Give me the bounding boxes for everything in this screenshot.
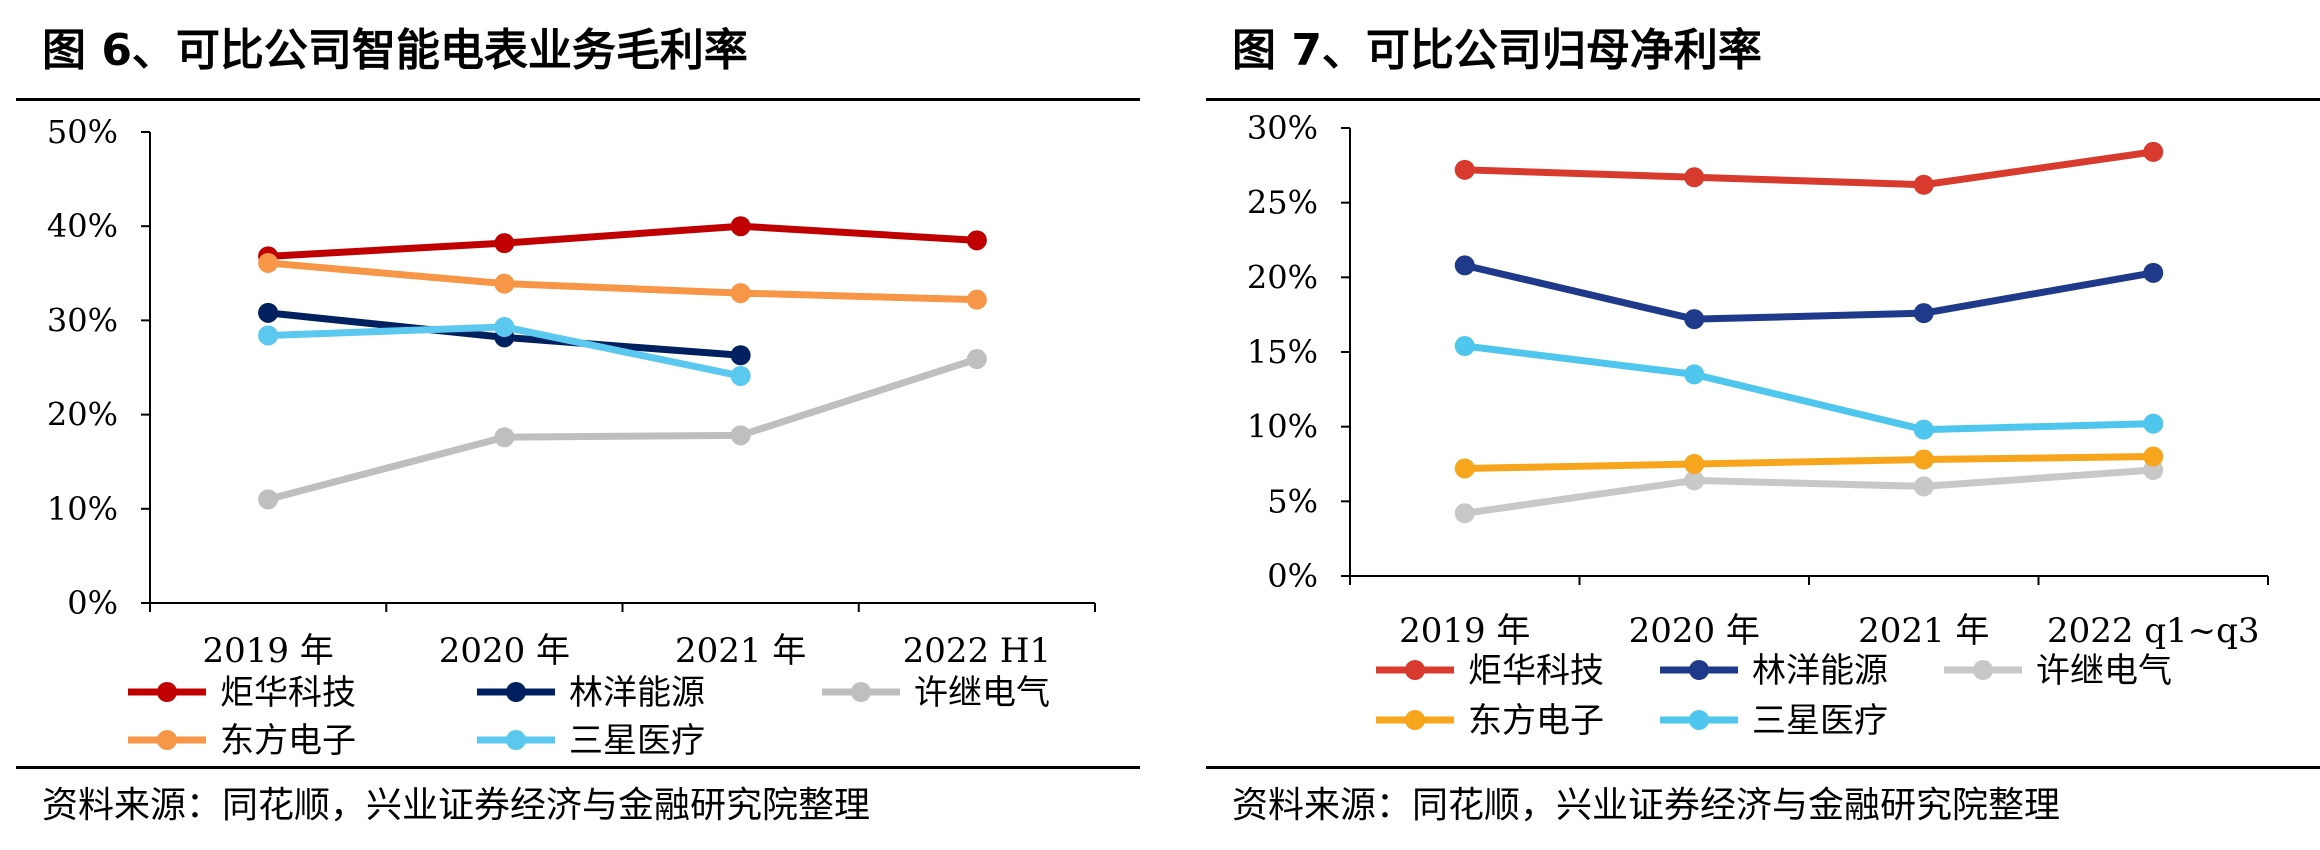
fig7-y-tick-label: 5% <box>1267 482 1318 520</box>
fig7-x-tick-label: 2022 q1~q3 <box>2047 611 2260 651</box>
figure-7-source: 资料来源：同花顺，兴业证券经济与金融研究院整理 <box>1232 785 2061 826</box>
fig6-data-point <box>730 345 751 366</box>
fig6-data-point <box>966 289 987 310</box>
fig6-data-point <box>494 316 515 337</box>
fig7-legend-marker <box>1689 660 1709 680</box>
fig7-legend-marker <box>1405 710 1425 730</box>
fig6-y-tick-label: 30% <box>47 301 118 339</box>
fig6-data-point <box>966 349 987 370</box>
fig7-data-point <box>1684 167 1705 188</box>
fig6-legend-marker <box>157 730 177 750</box>
fig6-legend-marker <box>851 682 871 702</box>
fig6-data-point <box>730 216 751 237</box>
fig7-legend-marker <box>1405 660 1425 680</box>
fig6-data-point <box>730 283 751 304</box>
fig7-x-tick-label: 2019 年 <box>1399 611 1530 651</box>
fig6-series-line-4 <box>264 259 981 304</box>
fig7-y-tick-label: 30% <box>1247 109 1318 147</box>
fig6-legend-marker <box>157 682 177 702</box>
fig6-y-tick-label: 50% <box>47 113 118 151</box>
fig7-legend-label: 炬华科技 <box>1468 651 1604 691</box>
fig7-data-point <box>1913 419 1934 440</box>
fig7-legend-label: 东方电子 <box>1468 701 1604 741</box>
fig7-data-point <box>1684 309 1705 330</box>
fig7-series-line-4 <box>1461 453 2157 472</box>
fig6-x-tick-label: 2019 年 <box>202 631 333 671</box>
fig7-y-tick-label: 10% <box>1247 408 1318 446</box>
fig6-legend-label: 炬华科技 <box>220 673 356 713</box>
fig7-data-point <box>1684 364 1705 385</box>
fig7-data-point <box>2143 413 2164 434</box>
fig6-legend-marker <box>506 730 526 750</box>
fig7-series-line-3 <box>1461 466 2157 517</box>
figure-7-panel: 图 7、可比公司归母净利率 0% 5% 10% 15% 20% 25% 30% 2019 年 2… <box>1190 0 2320 850</box>
fig6-legend-label: 东方电子 <box>220 721 356 761</box>
fig7-data-point <box>1913 174 1934 195</box>
fig6-legend-label: 三星医疗 <box>569 721 705 761</box>
fig6-y-tick-label: 20% <box>47 396 118 434</box>
fig6-data-point <box>258 302 279 323</box>
fig6-y-tick-label: 10% <box>47 490 118 528</box>
fig7-data-point <box>1454 255 1475 276</box>
fig7-y-tick-label: 25% <box>1247 184 1318 222</box>
fig7-series-line-2 <box>1461 261 2157 323</box>
fig7-data-point <box>1454 458 1475 479</box>
fig6-data-point <box>494 427 515 448</box>
fig7-data-point <box>1913 303 1934 324</box>
fig7-series-line-5 <box>1461 342 2157 434</box>
fig6-data-point <box>258 489 279 510</box>
fig6-data-point <box>258 252 279 273</box>
fig7-data-point <box>1913 449 1934 470</box>
fig6-y-tick-label: 40% <box>47 207 118 245</box>
fig6-data-point <box>494 233 515 254</box>
fig6-x-tick-label: 2020 年 <box>439 631 570 671</box>
figure-6-source: 资料来源：同花顺，兴业证券经济与金融研究院整理 <box>42 785 871 826</box>
fig6-data-point <box>966 230 987 251</box>
fig6-data-point <box>494 273 515 294</box>
fig7-x-tick-label: 2020 年 <box>1629 611 1760 651</box>
fig6-data-point <box>730 425 751 446</box>
fig7-legend-marker <box>1973 660 1993 680</box>
fig7-data-point <box>1913 476 1934 497</box>
fig6-y-tick-label: 0% <box>67 584 118 622</box>
fig7-y-tick-label: 20% <box>1247 258 1318 296</box>
fig7-data-point <box>1454 336 1475 357</box>
fig7-y-tick-label: 15% <box>1247 333 1318 371</box>
fig6-x-tick-label: 2022 H1 <box>903 631 1052 671</box>
fig7-data-point <box>2143 446 2164 467</box>
fig7-data-point <box>1454 159 1475 180</box>
fig6-x-tick-label: 2021 年 <box>675 631 806 671</box>
fig7-data-point <box>1684 454 1705 474</box>
figure-6-bottom-rule <box>16 766 1140 769</box>
fig7-y-tick-label: 0% <box>1267 557 1318 595</box>
fig7-legend-label: 林洋能源 <box>1752 651 1888 691</box>
fig6-legend-label: 许继电气 <box>914 673 1050 713</box>
fig6-series-line-1 <box>264 222 981 260</box>
figure-7-chart: 0% 5% 10% 15% 20% 25% 30% 2019 年 2020 年 2021 年 202… <box>1247 109 2269 741</box>
fig6-series-line-3 <box>264 355 981 503</box>
fig7-data-point <box>2143 262 2164 283</box>
figure-6-top-rule <box>16 98 1140 101</box>
fig6-data-point <box>730 365 751 386</box>
figure-6-title: 图 6、可比公司智能电表业务毛利率 <box>42 25 748 76</box>
fig7-legend-marker <box>1689 710 1709 730</box>
figure-6-panel: 图 6、可比公司智能电表业务毛利率 0% 10% 20% 30% 40% 50% 2019 … <box>0 0 1140 850</box>
fig7-legend-label: 许继电气 <box>2036 651 2172 691</box>
figure-7-bottom-rule <box>1206 766 2320 769</box>
figure-7-title: 图 7、可比公司归母净利率 <box>1232 25 1762 76</box>
fig7-data-point <box>1684 470 1705 491</box>
figure-6-chart: 0% 10% 20% 30% 40% 50% 2019 年 2020 年 2021 年 2022 … <box>47 113 1096 761</box>
fig7-series-line-1 <box>1461 148 2157 189</box>
fig7-legend-label: 三星医疗 <box>1752 701 1888 741</box>
figure-7-top-rule <box>1206 98 2320 101</box>
fig6-legend-label: 林洋能源 <box>569 673 705 713</box>
fig7-data-point <box>2143 141 2164 162</box>
fig7-data-point <box>1454 503 1475 524</box>
fig6-data-point <box>258 325 279 346</box>
fig7-x-tick-label: 2021 年 <box>1858 611 1989 651</box>
fig6-legend-marker <box>506 682 526 702</box>
